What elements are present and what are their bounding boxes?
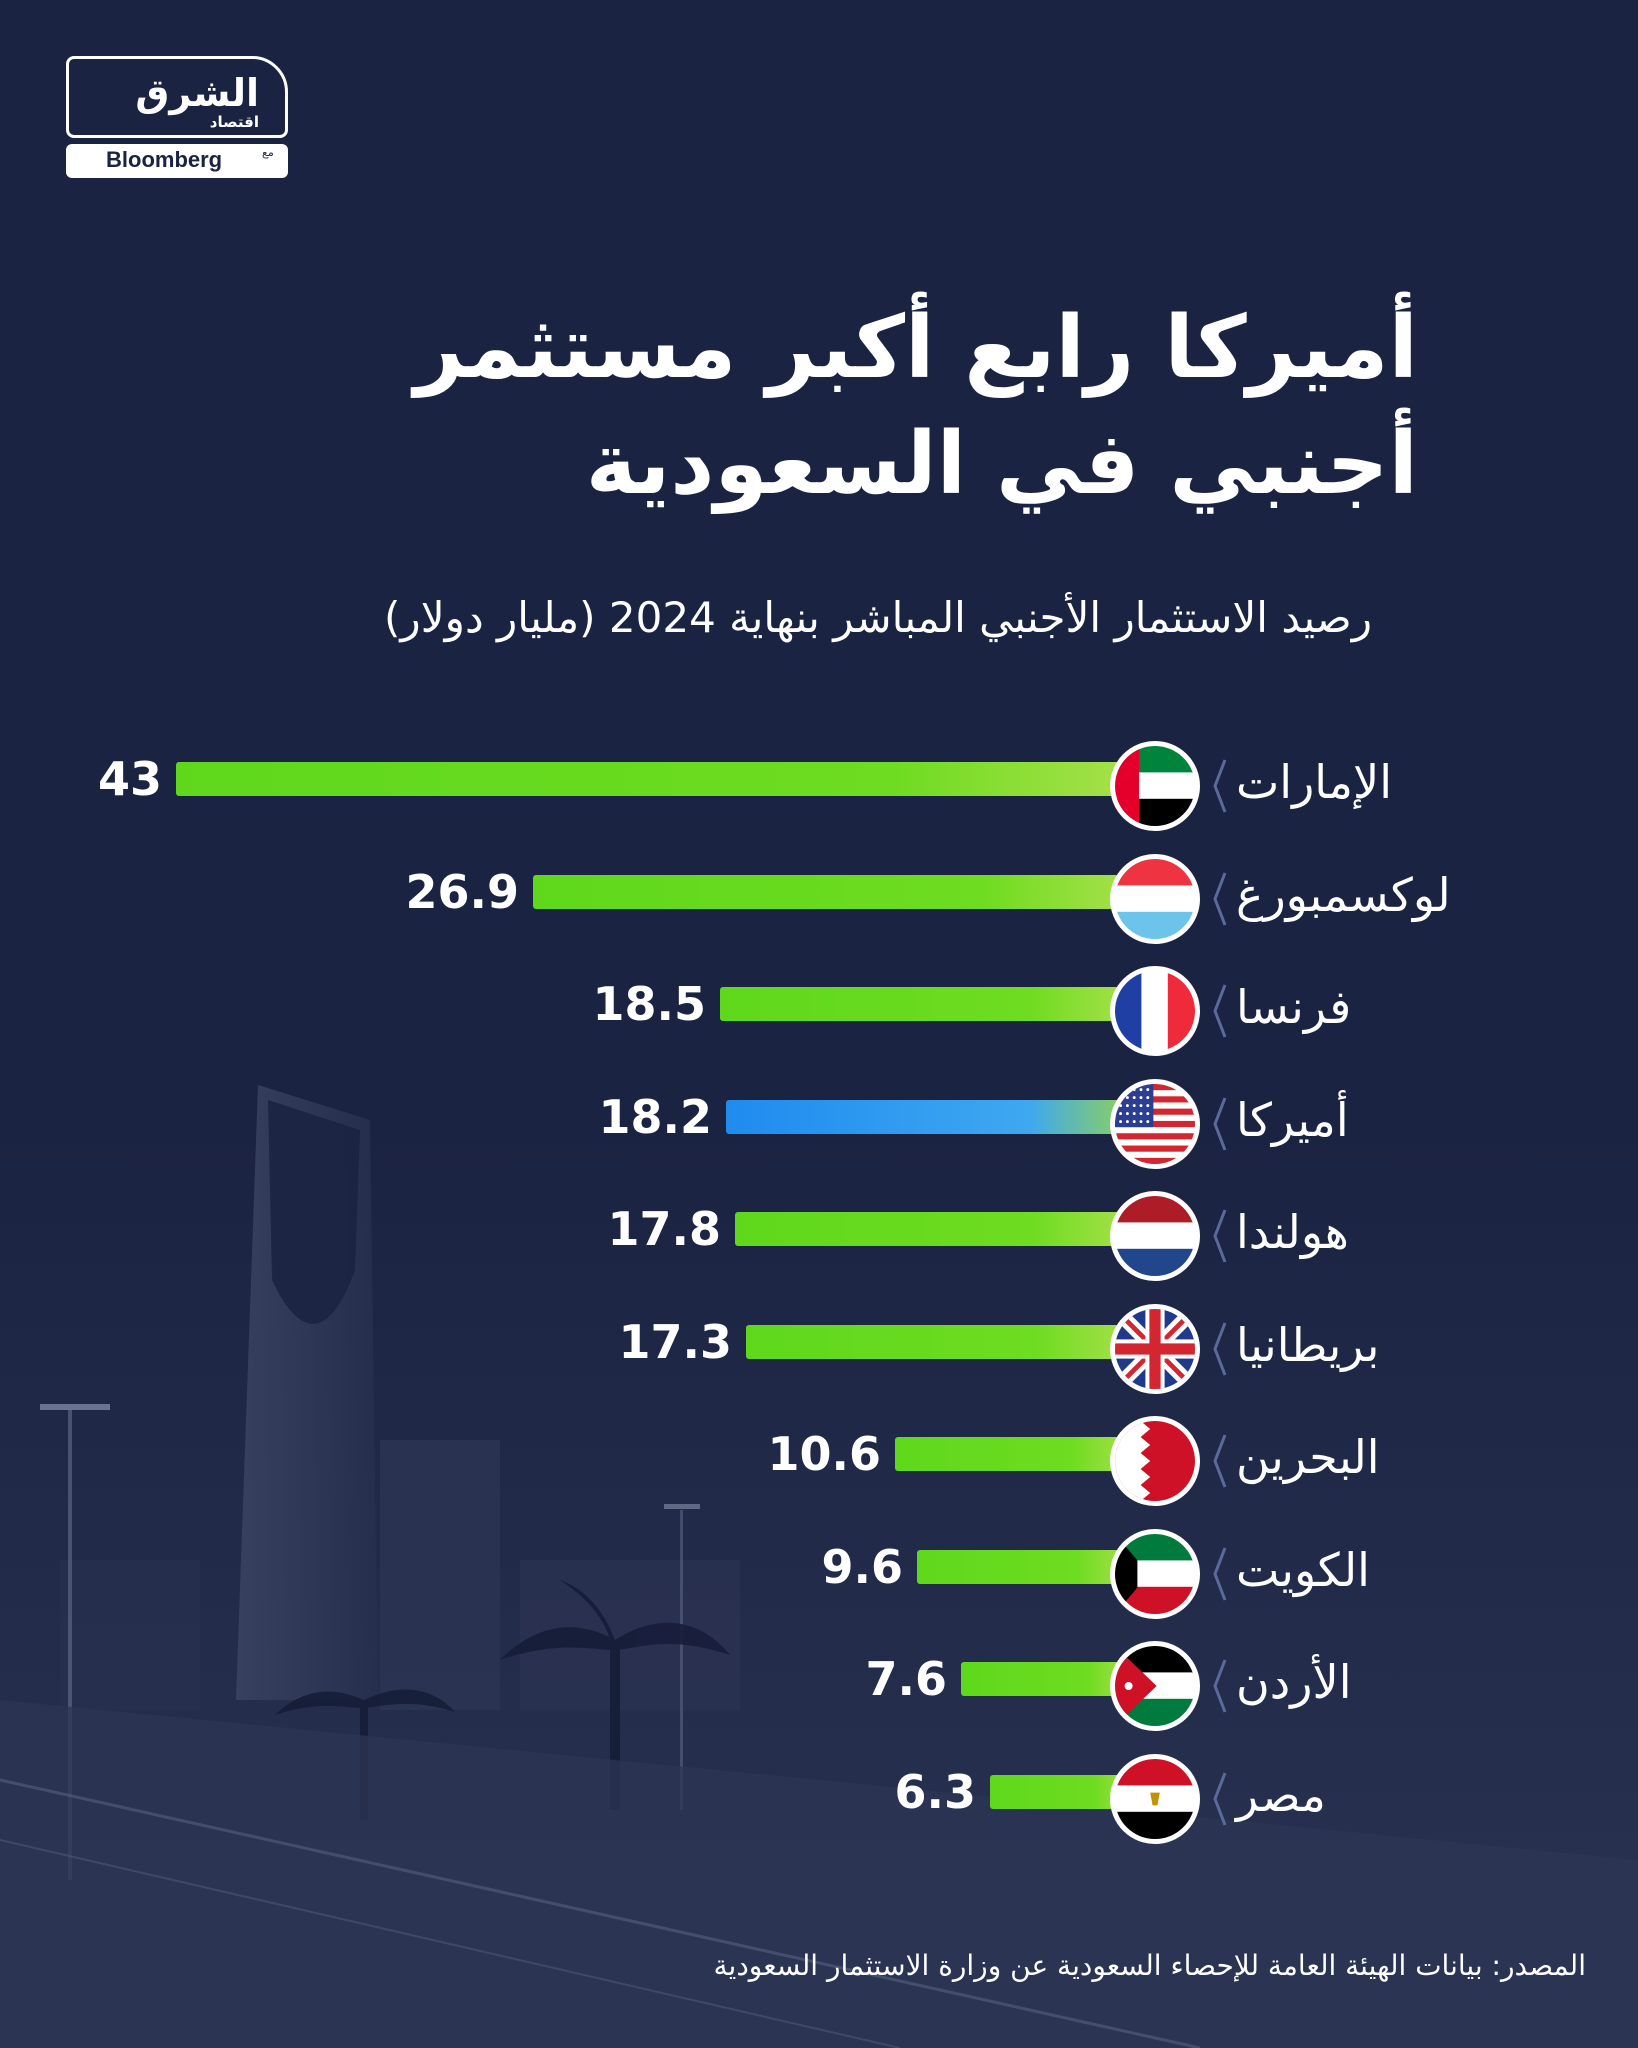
bar: [895, 1437, 1130, 1471]
asharq-bloomberg-logo: الشرق اقتصاد Bloomberg مع: [66, 56, 290, 178]
category-label-text: الأردن: [1236, 1655, 1352, 1709]
logo-partner-text: Bloomberg: [106, 147, 223, 172]
category-label: الأردن: [1236, 1644, 1596, 1720]
chart-title-line-2: أجنبي في السعودية: [585, 414, 1418, 514]
chart-title: أميركا رابع أكبر مستثمر أجنبي في السعودي…: [218, 290, 1418, 522]
bar-row: 18.5 فرنسا: [0, 965, 1638, 1056]
bar-value-label: 9.6: [821, 1539, 904, 1594]
bar-value-label: 10.6: [767, 1427, 882, 1481]
logo-with-text: مع: [262, 146, 274, 159]
netherlands-flag-icon: [1110, 1191, 1200, 1281]
logo-brand-text: الشرق: [135, 71, 259, 115]
bar-value-label: 43: [97, 752, 162, 806]
uk-flag-icon: [1110, 1303, 1200, 1394]
bar-row: 6.3 مصر: [0, 1753, 1638, 1844]
chevron-left-icon: [1212, 1433, 1228, 1489]
bar: [720, 987, 1130, 1021]
chevron-left-icon: [1212, 983, 1228, 1039]
logo-frame: الشرق اقتصاد: [66, 56, 288, 138]
bar-row: 43 الإمارات: [0, 740, 1638, 831]
chevron-left-icon: [1212, 871, 1228, 927]
category-label-text: هولندا: [1236, 1205, 1349, 1259]
category-label-text: بريطانيا: [1236, 1317, 1380, 1372]
usa-flag-icon: [1110, 1078, 1200, 1169]
logo-partner-strip: Bloomberg مع: [66, 144, 288, 178]
category-label: الكويت: [1236, 1532, 1596, 1608]
category-label-text: البحرين: [1236, 1430, 1380, 1484]
bar: [176, 762, 1130, 796]
bahrain-flag-icon: [1110, 1416, 1200, 1506]
bar-row: 18.2 أميركا: [0, 1078, 1638, 1169]
bar-row: 10.6 البحرين: [0, 1415, 1638, 1506]
chevron-left-icon: [1212, 1321, 1228, 1377]
bar-value-label: 26.9: [405, 864, 520, 919]
bar-value-label: 18.5: [592, 977, 707, 1031]
luxembourg-flag-icon: [1110, 853, 1200, 944]
egypt-flag-icon: [1110, 1753, 1200, 1844]
category-label-text: الكويت: [1236, 1542, 1370, 1597]
jordan-flag-icon: [1110, 1641, 1200, 1731]
chevron-left-icon: [1212, 1771, 1228, 1827]
chevron-left-icon: [1212, 1208, 1228, 1264]
bar-value-label: 6.3: [894, 1764, 977, 1819]
category-label-text: مصر: [1236, 1767, 1326, 1822]
category-label-text: الإمارات: [1236, 755, 1392, 809]
bar-row: 26.9 لوكسمبورغ: [0, 853, 1638, 944]
category-label: فرنسا: [1236, 969, 1596, 1045]
bar: [961, 1662, 1130, 1696]
bar-row: 9.6 الكويت: [0, 1528, 1638, 1619]
bar: [735, 1212, 1130, 1246]
source-note: المصدر: بيانات الهيئة العامة للإحصاء الس…: [713, 1949, 1586, 1982]
category-label-text: لوكسمبورغ: [1236, 867, 1451, 922]
category-label: هولندا: [1236, 1194, 1596, 1270]
bar: [917, 1549, 1130, 1584]
bar: [726, 1099, 1130, 1134]
chevron-left-icon: [1212, 1546, 1228, 1602]
bar: [533, 874, 1130, 909]
category-label: البحرين: [1236, 1419, 1596, 1495]
category-label: بريطانيا: [1236, 1307, 1596, 1383]
bar-value-label: 7.6: [865, 1652, 948, 1706]
chevron-left-icon: [1212, 758, 1228, 814]
logo-sub-text: اقتصاد: [209, 113, 259, 131]
category-label: أميركا: [1236, 1082, 1596, 1158]
bar-row: 17.8 هولندا: [0, 1190, 1638, 1281]
category-label: مصر: [1236, 1757, 1596, 1833]
category-label: لوكسمبورغ: [1236, 857, 1596, 933]
kuwait-flag-icon: [1110, 1528, 1200, 1619]
chart-subtitle: رصيد الاستثمار الأجنبي المباشر بنهاية 20…: [384, 593, 1372, 642]
chevron-left-icon: [1212, 1658, 1228, 1714]
bar-value-label: 17.3: [618, 1314, 733, 1369]
chevron-left-icon: [1212, 1096, 1228, 1152]
bar: [990, 1774, 1130, 1809]
bar-value-label: 17.8: [607, 1202, 722, 1256]
france-flag-icon: [1110, 966, 1200, 1056]
uae-flag-icon: [1110, 741, 1200, 831]
bar: [746, 1324, 1130, 1359]
bar-value-label: 18.2: [598, 1089, 713, 1144]
category-label-text: أميركا: [1236, 1092, 1349, 1147]
bar-row: 7.6 الأردن: [0, 1640, 1638, 1731]
category-label: الإمارات: [1236, 744, 1596, 820]
chart-title-line-1: أميركا رابع أكبر مستثمر: [414, 298, 1418, 398]
bar-chart: 43 الإمارات 26.9 لوكسمبورغ 18.5 فرنسا 18.2 أمير…: [0, 740, 1638, 1880]
bar-row: 17.3 بريطانيا: [0, 1303, 1638, 1394]
category-label-text: فرنسا: [1236, 980, 1352, 1034]
